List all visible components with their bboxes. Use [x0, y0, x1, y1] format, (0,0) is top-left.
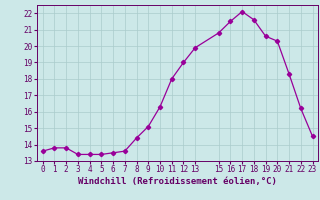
X-axis label: Windchill (Refroidissement éolien,°C): Windchill (Refroidissement éolien,°C): [78, 177, 277, 186]
